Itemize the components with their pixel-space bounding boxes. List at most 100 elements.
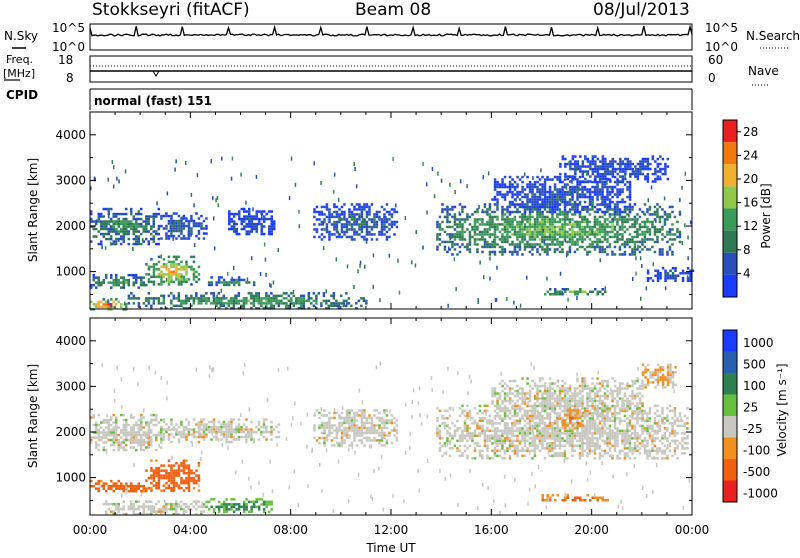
heatmap-cell [671,243,674,246]
heatmap-cell [677,275,680,278]
heatmap-cell [245,281,248,284]
heatmap-cell [646,221,649,224]
heatmap-cell [666,241,669,244]
heatmap-cell [360,297,363,300]
heatmap-cell [509,412,512,415]
heatmap-cell [270,501,273,504]
heatmap-cell [564,201,567,204]
heatmap-cell [481,223,484,226]
heatmap-cell [158,297,161,300]
heatmap-cell [511,226,514,229]
heatmap-cell [356,419,359,422]
heatmap-cell [108,421,111,424]
heatmap-speck [397,259,399,263]
heatmap-cell [150,238,153,241]
heatmap-cell [491,233,494,236]
heatmap-cell [514,211,517,214]
heatmap-cell [265,418,268,421]
heatmap-cell [273,300,276,303]
heatmap-cell [351,223,354,226]
heatmap-cell [346,231,349,234]
heatmap-cell [514,203,517,206]
heatmap-cell [589,193,592,196]
heatmap-cell [469,231,472,234]
heatmap-cell [531,203,534,206]
heatmap-cell [559,236,562,239]
heatmap-cell [190,220,193,223]
heatmap-cell [471,432,474,435]
heatmap-cell [148,426,151,429]
heatmap-cell [256,218,259,221]
heatmap-cell [163,469,166,472]
heatmap-cell [283,297,286,300]
heatmap-cell [105,441,108,444]
heatmap-cell [574,231,577,234]
heatmap-cell [609,170,612,173]
heatmap-cell [148,436,151,439]
heatmap-cell [656,216,659,219]
heatmap-cell [170,235,173,238]
heatmap-cell [569,180,572,183]
heatmap-cell [173,489,176,492]
heatmap-cell [158,472,161,475]
heatmap-cell [554,233,557,236]
heatmap-cell [123,220,126,223]
heatmap-cell [133,230,136,233]
heatmap-cell [193,436,196,439]
heatmap-cell [489,440,492,443]
heatmap-cell [341,236,344,239]
heatmap-cell [245,300,248,303]
heatmap-speck [434,194,436,198]
heatmap-cell [581,191,584,194]
heatmap-cell [579,155,582,158]
heatmap-cell [639,241,642,244]
heatmap-cell [343,213,346,216]
heatmap-cell [383,233,386,236]
heatmap-cell [230,297,233,300]
heatmap-cell [153,419,156,422]
heatmap-cell [366,206,369,209]
heatmap-cell [554,231,557,234]
heatmap-cell [629,238,632,241]
heatmap-cell [441,422,444,425]
heatmap-cell [233,215,236,218]
heatmap-cell [180,500,183,503]
heatmap-speck [460,179,462,183]
heatmap-cell [511,233,514,236]
heatmap-cell [138,213,141,216]
heatmap-cell [574,226,577,229]
heatmap-cell [133,302,136,305]
heatmap-cell [178,484,181,487]
heatmap-cell [657,163,660,166]
heatmap-cell [158,225,161,228]
heatmap-cell [544,233,547,236]
heatmap-cell [631,226,634,229]
heatmap-cell [572,163,575,166]
heatmap-cell [246,230,249,233]
heatmap-cell [664,275,667,278]
heatmap-cell [574,221,577,224]
heatmap-cell [338,236,341,239]
heatmap-cell [318,211,321,214]
heatmap-cell [376,213,379,216]
heatmap-cell [361,223,364,226]
heatmap-cell [456,253,459,256]
heatmap-cell [388,422,391,425]
heatmap-speck [681,186,683,190]
heatmap-cell [689,277,692,280]
heatmap-cell [215,302,218,305]
heatmap-cell [474,422,477,425]
heatmap-cell [253,215,256,218]
heatmap-cell [230,426,233,429]
heatmap-cell [657,270,660,273]
heatmap-speck [323,222,325,226]
heatmap-cell [190,227,193,230]
heatmap-cell [123,429,126,432]
heatmap-cell [363,444,366,447]
heatmap-cell [155,510,158,513]
heatmap-cell [303,295,306,298]
heatmap-cell [509,437,512,440]
heatmap-cell [243,428,246,431]
heatmap-cell [637,178,640,181]
heatmap-cell [133,503,136,506]
